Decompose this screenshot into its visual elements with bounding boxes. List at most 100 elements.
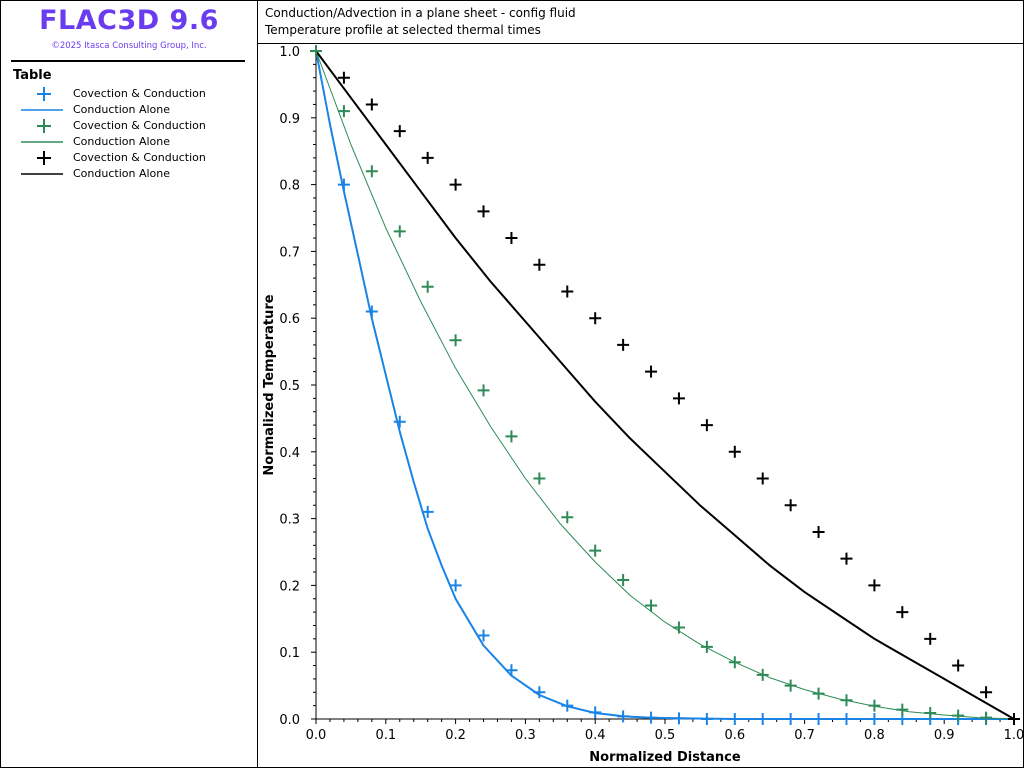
legend-plus-marker xyxy=(37,87,51,101)
x-tick-label: 0.3 xyxy=(515,728,536,743)
legend-item: Conduction Alone xyxy=(21,166,251,182)
data-point-plus xyxy=(784,679,797,692)
data-point-plus xyxy=(672,621,685,634)
legend-item: Conduction Alone xyxy=(21,134,251,150)
data-point-plus xyxy=(617,710,630,723)
data-point-plus xyxy=(561,699,574,712)
data-point-plus xyxy=(868,579,881,592)
x-axis-label: Normalized Distance xyxy=(589,750,741,765)
legend-title: Table xyxy=(13,68,52,83)
series-line xyxy=(315,50,1015,720)
data-point-plus xyxy=(980,711,993,724)
data-point-plus xyxy=(337,71,350,84)
data-point-plus xyxy=(896,606,909,619)
data-point-plus xyxy=(589,312,602,325)
legend-item: Conduction Alone xyxy=(21,102,251,118)
data-point-plus xyxy=(393,125,406,138)
legend-line-marker xyxy=(21,141,63,143)
x-tick-label: 0.0 xyxy=(306,728,327,743)
data-point-plus xyxy=(784,713,797,725)
temperature-profile-chart: 0.0 0.1 0.2 0.3 0.4 0.5 0.6 0.7 0.8 0.9 1.0 0.0 0.1 0… xyxy=(262,45,1024,765)
data-point-plus xyxy=(924,706,937,719)
data-point-plus xyxy=(393,415,406,428)
data-point-plus xyxy=(756,472,769,485)
data-point-plus xyxy=(533,686,546,699)
y-tick-label: 1.0 xyxy=(279,45,300,60)
app-copyright: ©2025 Itasca Consulting Group, Inc. xyxy=(51,41,207,51)
data-point-plus xyxy=(337,178,350,191)
y-axis-label: Normalized Temperature xyxy=(262,294,277,475)
data-point-plus xyxy=(561,511,574,524)
plot-title: Conduction/Advection in a plane sheet - … xyxy=(265,6,576,20)
legend-item: Covection & Conduction xyxy=(21,150,251,166)
data-point-plus xyxy=(365,305,378,318)
data-point-plus xyxy=(617,338,630,351)
legend-line-marker xyxy=(21,109,63,111)
y-tick-label: 0.9 xyxy=(279,112,300,127)
data-point-plus xyxy=(589,544,602,557)
x-tick-label: 0.7 xyxy=(794,728,815,743)
x-tick-label: 0.2 xyxy=(445,728,466,743)
x-tick-label: 0.9 xyxy=(934,728,955,743)
data-point-plus xyxy=(896,703,909,716)
data-point-plus xyxy=(337,105,350,118)
data-point-plus xyxy=(728,445,741,458)
data-point-plus xyxy=(617,574,630,587)
data-point-plus xyxy=(812,525,825,538)
x-tick-label: 0.4 xyxy=(585,728,606,743)
data-point-plus xyxy=(421,151,434,164)
data-point-plus xyxy=(952,709,965,722)
legend-plus-marker xyxy=(37,119,51,133)
data-point-plus xyxy=(449,334,462,347)
data-point-plus xyxy=(533,258,546,271)
legend-item: Covection & Conduction xyxy=(21,118,251,134)
data-point-plus xyxy=(784,499,797,512)
y-tick-label: 0.3 xyxy=(279,513,300,528)
y-tick-label: 0.2 xyxy=(279,579,300,594)
legend: Covection & Conduction Conduction Alone Co… xyxy=(21,86,251,182)
data-point-plus xyxy=(645,599,658,612)
data-point-plus xyxy=(868,699,881,712)
data-point-plus xyxy=(449,579,462,592)
data-point-plus xyxy=(1008,713,1020,725)
data-point-plus xyxy=(840,694,853,707)
series-line xyxy=(315,50,1014,720)
data-point-plus xyxy=(505,232,518,245)
data-point-plus xyxy=(700,640,713,653)
legend-plus-marker xyxy=(37,151,51,165)
data-point-plus xyxy=(840,552,853,565)
data-point-plus xyxy=(477,629,490,642)
data-point-plus xyxy=(924,632,937,645)
logo-divider xyxy=(11,60,245,62)
data-point-plus xyxy=(700,713,713,725)
x-tick-label: 1.0 xyxy=(1004,728,1023,743)
y-tick-label: 0.4 xyxy=(279,446,300,461)
data-point-plus xyxy=(310,45,322,57)
data-point-plus xyxy=(645,365,658,378)
data-point-plus xyxy=(393,225,406,238)
x-tick-label: 0.6 xyxy=(724,728,745,743)
x-tick-label: 0.8 xyxy=(864,728,885,743)
data-point-plus xyxy=(728,713,741,725)
data-point-plus xyxy=(756,668,769,681)
sidebar-panel: FLAC3D 9.6 ©2025 Itasca Consulting Group… xyxy=(1,1,258,767)
plot-header: Conduction/Advection in a plane sheet - … xyxy=(258,1,1023,44)
legend-item-label: Conduction Alone xyxy=(73,103,171,116)
data-point-plus xyxy=(533,472,546,485)
y-tick-label: 0.6 xyxy=(279,312,300,327)
data-point-plus xyxy=(812,713,825,725)
data-point-plus xyxy=(812,687,825,700)
data-point-plus xyxy=(645,711,658,724)
data-point-plus xyxy=(868,713,881,725)
legend-item: Covection & Conduction xyxy=(21,86,251,102)
data-point-plus xyxy=(728,656,741,669)
legend-item-label: Covection & Conduction xyxy=(73,151,206,164)
legend-item-label: Covection & Conduction xyxy=(73,119,206,132)
data-point-plus xyxy=(365,165,378,178)
x-tick-label: 0.1 xyxy=(375,728,396,743)
y-tick-label: 0.5 xyxy=(279,379,300,394)
y-tick-label: 0.8 xyxy=(279,179,300,194)
plot-subtitle: Temperature profile at selected thermal … xyxy=(265,23,541,37)
data-point-plus xyxy=(756,713,769,725)
data-point-plus xyxy=(672,392,685,405)
